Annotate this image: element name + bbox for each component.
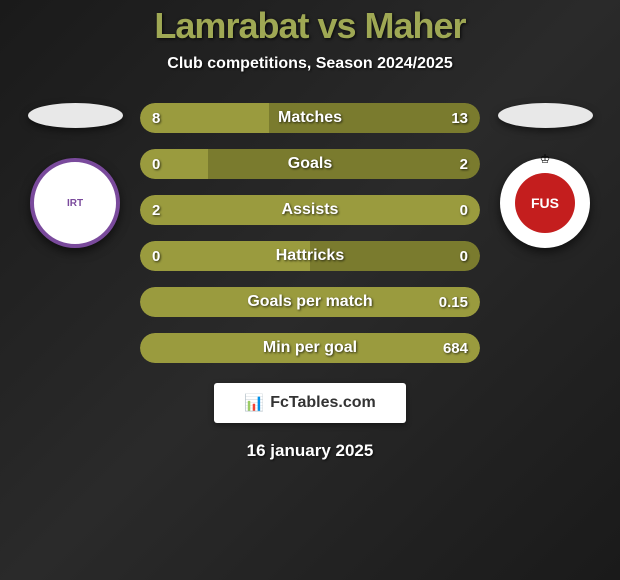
stat-label: Min per goal xyxy=(140,339,480,357)
platform-left xyxy=(28,103,123,128)
stats-column: 8Matches130Goals22Assists00Hattricks0Goa… xyxy=(140,103,480,363)
stat-row: Goals per match0.15 xyxy=(140,287,480,317)
stat-label: Hattricks xyxy=(140,247,480,265)
page-title: Lamrabat vs Maher xyxy=(154,5,465,47)
stat-label: Goals per match xyxy=(140,293,480,311)
stat-row: 0Hattricks0 xyxy=(140,241,480,271)
main-container: Lamrabat vs Maher Club competitions, Sea… xyxy=(0,0,620,580)
team-right-column: ♔ FUS xyxy=(495,103,595,248)
crown-icon: ♔ xyxy=(540,152,551,166)
stat-row: 0Goals2 xyxy=(140,149,480,179)
stat-row: Min per goal684 xyxy=(140,333,480,363)
stat-row: 8Matches13 xyxy=(140,103,480,133)
chart-icon: 📊 xyxy=(244,393,264,413)
team-badge-left-text: IRT xyxy=(67,198,83,209)
stat-value-right: 2 xyxy=(460,156,468,173)
team-badge-left: IRT xyxy=(30,158,120,248)
team-left-column: IRT xyxy=(25,103,125,248)
stat-value-right: 0 xyxy=(460,248,468,265)
stat-value-right: 0 xyxy=(460,202,468,219)
team-badge-right-text: FUS xyxy=(515,173,575,233)
stat-label: Goals xyxy=(140,155,480,173)
date-label: 16 january 2025 xyxy=(247,441,374,461)
stat-label: Matches xyxy=(140,109,480,127)
subtitle: Club competitions, Season 2024/2025 xyxy=(167,55,452,73)
team-badge-right: ♔ FUS xyxy=(500,158,590,248)
stat-value-right: 0.15 xyxy=(439,294,468,311)
stat-row: 2Assists0 xyxy=(140,195,480,225)
stat-value-right: 13 xyxy=(451,110,468,127)
platform-right xyxy=(498,103,593,128)
footer-badge[interactable]: 📊 FcTables.com xyxy=(214,383,405,423)
footer-site-text: FcTables.com xyxy=(270,394,376,412)
stat-label: Assists xyxy=(140,201,480,219)
content-row: IRT 8Matches130Goals22Assists00Hattricks… xyxy=(0,103,620,363)
stat-value-right: 684 xyxy=(443,340,468,357)
